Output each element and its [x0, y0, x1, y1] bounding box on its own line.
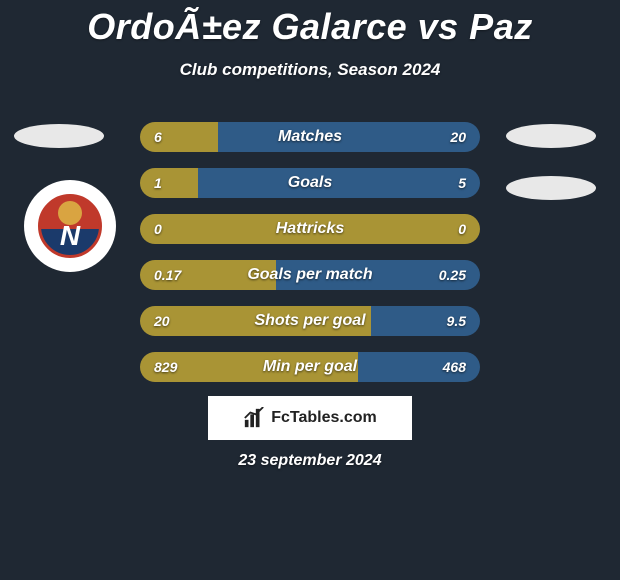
stat-row: 15Goals — [140, 168, 480, 198]
club-badge: N — [24, 180, 116, 272]
stat-bar-right — [218, 122, 480, 152]
stat-value-left: 0.17 — [154, 260, 181, 290]
bar-chart-icon — [243, 407, 265, 429]
stat-value-right: 0 — [458, 214, 466, 244]
page-title: OrdoÃ±ez Galarce vs Paz — [0, 0, 620, 48]
stat-value-left: 20 — [154, 306, 170, 336]
brand-box[interactable]: FcTables.com — [208, 396, 412, 440]
stat-value-left: 6 — [154, 122, 162, 152]
club-badge-circle: N — [24, 180, 116, 272]
stat-bar-left — [140, 122, 218, 152]
club-badge-letter: N — [60, 220, 80, 252]
stat-value-left: 1 — [154, 168, 162, 198]
stat-value-right: 5 — [458, 168, 466, 198]
stat-bar-left — [140, 214, 480, 244]
stat-bar-right — [198, 168, 480, 198]
placeholder-ellipse — [14, 124, 104, 148]
stat-bar-left — [140, 168, 198, 198]
stat-value-right: 0.25 — [439, 260, 466, 290]
stat-value-left: 0 — [154, 214, 162, 244]
subtitle: Club competitions, Season 2024 — [0, 60, 620, 80]
stat-value-right: 9.5 — [447, 306, 466, 336]
stat-row: 620Matches — [140, 122, 480, 152]
stat-row: 00Hattricks — [140, 214, 480, 244]
stat-row: 209.5Shots per goal — [140, 306, 480, 336]
placeholder-ellipse — [506, 176, 596, 200]
club-badge-inner: N — [38, 194, 102, 258]
stat-row: 829468Min per goal — [140, 352, 480, 382]
stats-list: 620Matches15Goals00Hattricks0.170.25Goal… — [140, 122, 480, 398]
stat-value-left: 829 — [154, 352, 177, 382]
footer-date: 23 september 2024 — [0, 452, 620, 470]
brand-text: FcTables.com — [271, 409, 377, 427]
stat-value-right: 468 — [443, 352, 466, 382]
comparison-card: OrdoÃ±ez Galarce vs Paz Club competition… — [0, 0, 620, 580]
stat-bar-left — [140, 306, 371, 336]
placeholder-ellipse — [506, 124, 596, 148]
stat-value-right: 20 — [450, 122, 466, 152]
stat-row: 0.170.25Goals per match — [140, 260, 480, 290]
